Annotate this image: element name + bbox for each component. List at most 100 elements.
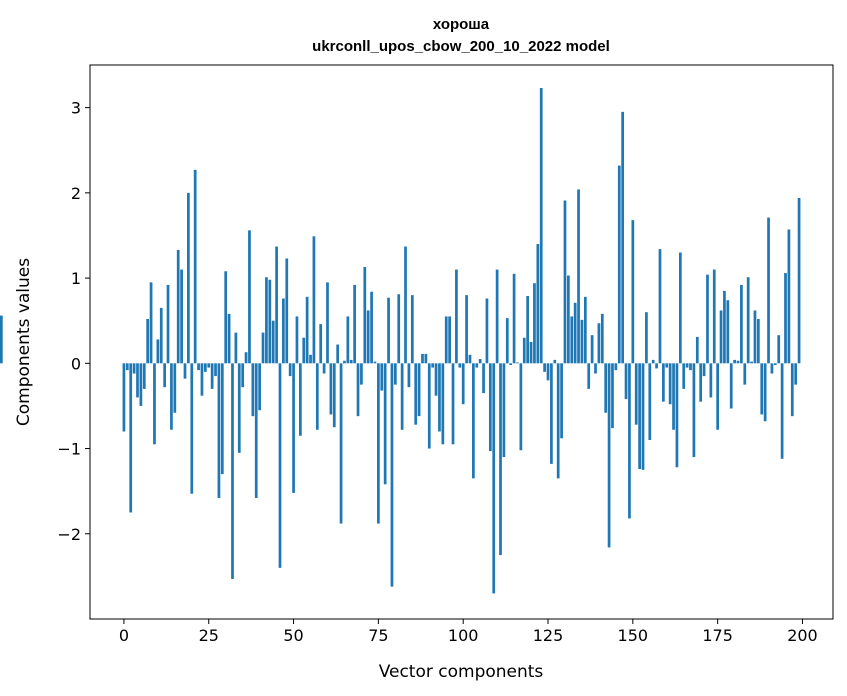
bar bbox=[726, 300, 730, 364]
bar bbox=[665, 363, 669, 368]
bar bbox=[346, 316, 350, 364]
bar bbox=[685, 363, 689, 368]
bar bbox=[132, 363, 136, 374]
bar bbox=[740, 284, 743, 364]
bar bbox=[546, 363, 550, 381]
bar bbox=[383, 363, 387, 485]
bar bbox=[509, 363, 513, 366]
bar bbox=[482, 363, 485, 394]
bar bbox=[580, 319, 584, 364]
bar bbox=[431, 363, 435, 368]
bar bbox=[136, 363, 139, 398]
bar bbox=[692, 363, 696, 458]
bar bbox=[190, 363, 194, 494]
bars bbox=[0, 88, 801, 594]
bar bbox=[356, 363, 360, 417]
bar bbox=[380, 363, 384, 391]
bar bbox=[645, 312, 648, 364]
bar bbox=[570, 316, 574, 364]
bar bbox=[176, 249, 180, 364]
bar bbox=[763, 363, 767, 422]
bar bbox=[424, 353, 428, 364]
chart-title: хороша bbox=[433, 16, 490, 33]
bar bbox=[278, 363, 282, 568]
bar bbox=[214, 363, 217, 377]
bar bbox=[397, 294, 401, 364]
bar bbox=[271, 320, 275, 364]
bar bbox=[655, 363, 658, 369]
y-tick-label: 3 bbox=[71, 99, 81, 118]
bar bbox=[268, 279, 272, 364]
bar bbox=[309, 354, 312, 364]
bar bbox=[292, 363, 295, 493]
bar bbox=[672, 363, 675, 430]
bar bbox=[203, 363, 207, 372]
bar bbox=[468, 354, 472, 364]
bar bbox=[193, 169, 197, 364]
bar bbox=[550, 363, 553, 464]
bar bbox=[499, 363, 502, 556]
bar bbox=[617, 165, 621, 364]
bar bbox=[0, 315, 3, 364]
bar bbox=[336, 344, 340, 364]
bar bbox=[590, 335, 594, 364]
bar bbox=[567, 275, 570, 364]
bar bbox=[611, 363, 614, 429]
bar bbox=[142, 363, 146, 389]
bar bbox=[583, 296, 587, 364]
bar bbox=[526, 295, 530, 364]
bar bbox=[258, 363, 261, 411]
bar bbox=[628, 363, 631, 519]
bar bbox=[729, 363, 733, 409]
bar bbox=[539, 88, 543, 364]
bar bbox=[366, 310, 370, 364]
bar bbox=[455, 269, 458, 364]
bar bbox=[648, 363, 652, 441]
bar bbox=[441, 363, 445, 445]
bar bbox=[604, 363, 608, 413]
bar bbox=[512, 273, 516, 364]
bar bbox=[706, 274, 709, 364]
bar bbox=[485, 298, 489, 364]
bar bbox=[339, 363, 343, 524]
bar bbox=[597, 323, 601, 364]
y-tick-label: −1 bbox=[57, 440, 81, 459]
x-tick-label: 50 bbox=[283, 626, 303, 645]
bar bbox=[295, 316, 299, 364]
bar bbox=[393, 363, 397, 385]
bar bbox=[319, 324, 323, 364]
bar bbox=[373, 361, 377, 364]
bar bbox=[556, 363, 560, 479]
bar bbox=[678, 252, 682, 364]
bar bbox=[302, 337, 306, 364]
bar bbox=[448, 316, 451, 364]
bar bbox=[254, 363, 258, 498]
bar bbox=[750, 361, 753, 364]
chart-subtitle: ukrconll_upos_cbow_200_10_2022 model bbox=[312, 38, 610, 55]
bar bbox=[682, 363, 686, 389]
bar bbox=[638, 363, 641, 469]
bar bbox=[180, 269, 183, 364]
bar bbox=[695, 336, 699, 364]
bar bbox=[478, 359, 482, 364]
bar bbox=[282, 298, 285, 364]
bar bbox=[438, 363, 441, 432]
bar bbox=[234, 332, 238, 364]
bar bbox=[587, 363, 591, 389]
y-axis-label: Components values bbox=[14, 258, 34, 426]
bar bbox=[129, 363, 133, 513]
bar bbox=[332, 363, 336, 428]
bar bbox=[495, 269, 499, 364]
bar bbox=[360, 363, 363, 385]
bar bbox=[522, 337, 526, 364]
bar bbox=[594, 363, 597, 374]
bar bbox=[224, 271, 228, 364]
bar bbox=[183, 363, 187, 379]
bar bbox=[773, 363, 777, 366]
bar bbox=[560, 363, 563, 439]
bar bbox=[787, 229, 791, 364]
bar bbox=[505, 318, 509, 364]
bar bbox=[743, 363, 747, 385]
bar bbox=[634, 363, 638, 425]
bar bbox=[753, 310, 757, 364]
